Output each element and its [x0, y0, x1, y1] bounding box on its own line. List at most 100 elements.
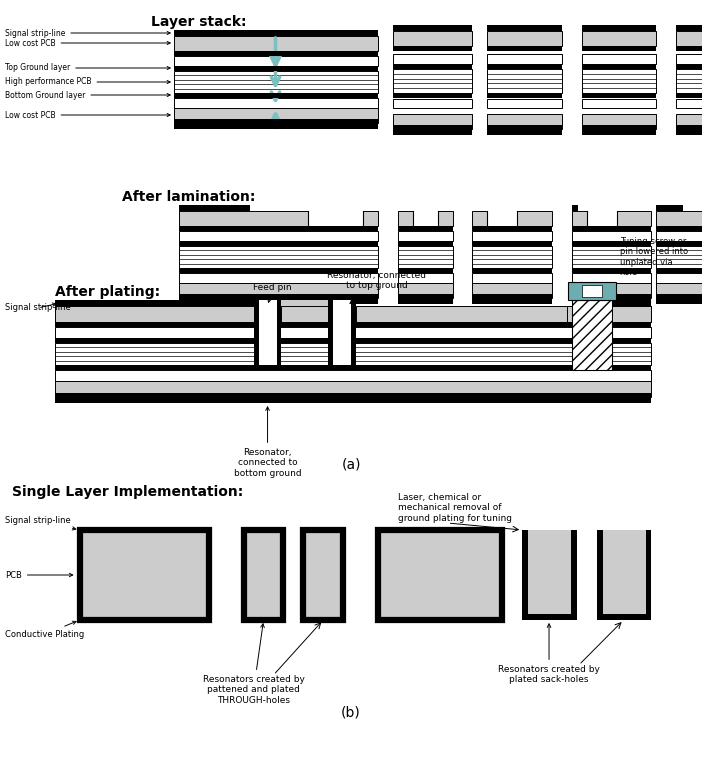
- Bar: [54, 338, 652, 343]
- Bar: [676, 46, 706, 51]
- Bar: [54, 393, 652, 397]
- Bar: [616, 211, 652, 226]
- Bar: [304, 530, 343, 620]
- Bar: [253, 300, 258, 370]
- Bar: [487, 54, 562, 64]
- Bar: [174, 71, 378, 93]
- Bar: [657, 294, 706, 298]
- Bar: [174, 98, 378, 108]
- Bar: [277, 300, 282, 370]
- Bar: [393, 69, 472, 93]
- Bar: [174, 119, 378, 123]
- Bar: [582, 25, 657, 31]
- Bar: [568, 282, 616, 300]
- Bar: [645, 530, 652, 536]
- Bar: [174, 36, 378, 51]
- Bar: [174, 51, 378, 56]
- Text: Resonator, connected
to top ground: Resonator, connected to top ground: [328, 270, 426, 304]
- Text: Signal strip-line: Signal strip-line: [5, 516, 76, 530]
- Bar: [54, 306, 253, 322]
- Bar: [582, 54, 657, 64]
- Bar: [572, 226, 652, 231]
- Bar: [603, 530, 645, 614]
- Bar: [393, 114, 472, 129]
- Bar: [174, 56, 378, 66]
- Bar: [398, 226, 453, 231]
- Bar: [398, 298, 453, 304]
- Bar: [517, 211, 552, 226]
- Bar: [179, 268, 378, 273]
- Bar: [487, 31, 562, 46]
- Bar: [179, 298, 378, 304]
- Bar: [657, 226, 706, 231]
- Bar: [582, 69, 657, 93]
- Bar: [611, 322, 652, 327]
- Bar: [487, 99, 562, 108]
- Bar: [572, 298, 652, 304]
- Text: Resonators created by
plated sack-holes: Resonators created by plated sack-holes: [498, 624, 600, 684]
- Bar: [657, 241, 706, 246]
- Bar: [398, 283, 453, 298]
- Bar: [676, 99, 706, 108]
- Bar: [587, 211, 616, 226]
- Bar: [179, 294, 378, 298]
- Bar: [244, 530, 284, 620]
- Text: Conductive Plating: Conductive Plating: [5, 621, 84, 639]
- Bar: [363, 226, 378, 231]
- Bar: [174, 66, 378, 71]
- Bar: [657, 268, 706, 273]
- Bar: [472, 283, 552, 298]
- Bar: [487, 93, 562, 98]
- Bar: [472, 226, 552, 231]
- Bar: [179, 226, 378, 231]
- Bar: [487, 125, 562, 129]
- Bar: [572, 246, 652, 268]
- Bar: [309, 211, 363, 226]
- Text: Single Layer Implementation:: Single Layer Implementation:: [12, 485, 243, 499]
- Bar: [597, 530, 603, 620]
- Bar: [398, 241, 453, 246]
- Bar: [253, 365, 282, 370]
- Bar: [438, 226, 453, 231]
- Bar: [582, 31, 657, 46]
- Bar: [54, 397, 652, 403]
- Bar: [487, 25, 562, 31]
- Bar: [398, 231, 453, 241]
- Bar: [179, 273, 378, 283]
- Bar: [398, 273, 453, 283]
- Bar: [438, 211, 453, 226]
- Bar: [393, 93, 472, 98]
- Bar: [487, 64, 562, 69]
- Bar: [582, 285, 602, 297]
- Bar: [277, 306, 282, 322]
- Bar: [398, 246, 453, 268]
- Bar: [582, 125, 657, 129]
- Text: (a): (a): [341, 458, 361, 472]
- Bar: [398, 226, 413, 231]
- Bar: [351, 300, 356, 370]
- Bar: [179, 211, 309, 226]
- Bar: [472, 231, 552, 241]
- Bar: [611, 300, 652, 306]
- Bar: [597, 530, 603, 536]
- Bar: [393, 31, 472, 46]
- Text: PCB: PCB: [5, 571, 73, 580]
- Bar: [657, 246, 706, 268]
- Bar: [328, 365, 356, 370]
- Text: Top Ground layer: Top Ground layer: [5, 64, 170, 73]
- Bar: [611, 306, 652, 322]
- Bar: [657, 205, 683, 211]
- Bar: [522, 614, 577, 620]
- Bar: [582, 114, 657, 129]
- Text: Tuning-screw or
pin lowered into
unplated via
hole: Tuning-screw or pin lowered into unplate…: [620, 237, 688, 277]
- Text: High performance PCB: High performance PCB: [5, 77, 170, 86]
- Text: Bottom Ground layer: Bottom Ground layer: [5, 91, 170, 99]
- Bar: [174, 30, 378, 36]
- Bar: [54, 381, 652, 397]
- Bar: [54, 306, 652, 322]
- Bar: [363, 211, 378, 226]
- Bar: [582, 99, 657, 108]
- Bar: [393, 25, 472, 31]
- Text: Low cost PCB: Low cost PCB: [5, 39, 170, 48]
- Text: Signal strip-line: Signal strip-line: [5, 303, 71, 313]
